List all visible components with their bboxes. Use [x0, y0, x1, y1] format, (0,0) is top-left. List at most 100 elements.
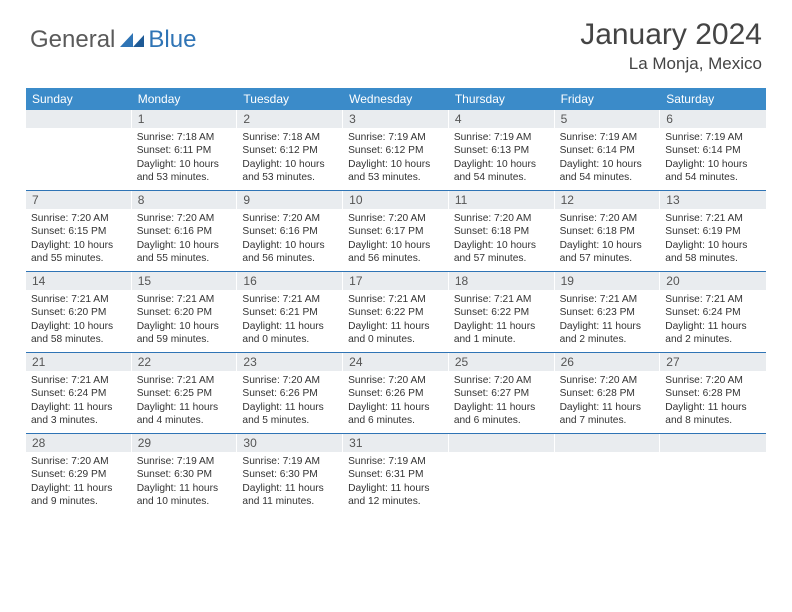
- sunset-text: Sunset: 6:30 PM: [137, 468, 233, 481]
- calendar-cell: 14Sunrise: 7:21 AMSunset: 6:20 PMDayligh…: [26, 272, 132, 352]
- day-info: Sunrise: 7:20 AMSunset: 6:26 PMDaylight:…: [343, 371, 449, 427]
- calendar-cell: 10Sunrise: 7:20 AMSunset: 6:17 PMDayligh…: [343, 191, 449, 271]
- daylight-text: Daylight: 11 hours and 12 minutes.: [348, 482, 444, 509]
- daylight-text: Daylight: 11 hours and 6 minutes.: [454, 401, 550, 428]
- calendar-cell: 2Sunrise: 7:18 AMSunset: 6:12 PMDaylight…: [237, 110, 343, 190]
- day-number: 16: [237, 272, 343, 290]
- daylight-text: Daylight: 10 hours and 57 minutes.: [560, 239, 656, 266]
- day-number: 11: [449, 191, 555, 209]
- day-info: Sunrise: 7:20 AMSunset: 6:16 PMDaylight:…: [132, 209, 238, 265]
- day-number: 22: [132, 353, 238, 371]
- daylight-text: Daylight: 10 hours and 54 minutes.: [665, 158, 761, 185]
- day-info: Sunrise: 7:19 AMSunset: 6:14 PMDaylight:…: [555, 128, 661, 184]
- daylight-text: Daylight: 11 hours and 5 minutes.: [242, 401, 338, 428]
- sunrise-text: Sunrise: 7:20 AM: [348, 212, 444, 225]
- day-number: 5: [555, 110, 661, 128]
- day-info: Sunrise: 7:20 AMSunset: 6:27 PMDaylight:…: [449, 371, 555, 427]
- day-info: Sunrise: 7:20 AMSunset: 6:28 PMDaylight:…: [660, 371, 766, 427]
- sunset-text: Sunset: 6:15 PM: [31, 225, 127, 238]
- calendar-row: 14Sunrise: 7:21 AMSunset: 6:20 PMDayligh…: [26, 272, 766, 353]
- daylight-text: Daylight: 11 hours and 2 minutes.: [665, 320, 761, 347]
- sunset-text: Sunset: 6:16 PM: [242, 225, 338, 238]
- day-info: Sunrise: 7:20 AMSunset: 6:26 PMDaylight:…: [237, 371, 343, 427]
- calendar-cell: [555, 434, 661, 514]
- daylight-text: Daylight: 10 hours and 57 minutes.: [454, 239, 550, 266]
- sunset-text: Sunset: 6:11 PM: [137, 144, 233, 157]
- day-info: Sunrise: 7:20 AMSunset: 6:18 PMDaylight:…: [449, 209, 555, 265]
- daylight-text: Daylight: 10 hours and 55 minutes.: [31, 239, 127, 266]
- day-number: 15: [132, 272, 238, 290]
- day-info: Sunrise: 7:21 AMSunset: 6:19 PMDaylight:…: [660, 209, 766, 265]
- sunrise-text: Sunrise: 7:21 AM: [137, 374, 233, 387]
- daylight-text: Daylight: 10 hours and 58 minutes.: [31, 320, 127, 347]
- daylight-text: Daylight: 11 hours and 6 minutes.: [348, 401, 444, 428]
- calendar-cell: 29Sunrise: 7:19 AMSunset: 6:30 PMDayligh…: [132, 434, 238, 514]
- sunrise-text: Sunrise: 7:19 AM: [242, 455, 338, 468]
- day-info: Sunrise: 7:21 AMSunset: 6:24 PMDaylight:…: [26, 371, 132, 427]
- header-thursday: Thursday: [449, 88, 555, 110]
- day-info: Sunrise: 7:20 AMSunset: 6:28 PMDaylight:…: [555, 371, 661, 427]
- sunset-text: Sunset: 6:14 PM: [665, 144, 761, 157]
- header-sunday: Sunday: [26, 88, 132, 110]
- day-number: 19: [555, 272, 661, 290]
- day-info: Sunrise: 7:20 AMSunset: 6:18 PMDaylight:…: [555, 209, 661, 265]
- sunrise-text: Sunrise: 7:19 AM: [348, 131, 444, 144]
- sunrise-text: Sunrise: 7:20 AM: [665, 374, 761, 387]
- sunrise-text: Sunrise: 7:20 AM: [560, 374, 656, 387]
- daylight-text: Daylight: 10 hours and 56 minutes.: [242, 239, 338, 266]
- sunrise-text: Sunrise: 7:21 AM: [454, 293, 550, 306]
- day-number: 4: [449, 110, 555, 128]
- calendar-cell: 16Sunrise: 7:21 AMSunset: 6:21 PMDayligh…: [237, 272, 343, 352]
- day-number: 2: [237, 110, 343, 128]
- day-number: 3: [343, 110, 449, 128]
- daylight-text: Daylight: 11 hours and 7 minutes.: [560, 401, 656, 428]
- sunset-text: Sunset: 6:24 PM: [665, 306, 761, 319]
- sunset-text: Sunset: 6:26 PM: [348, 387, 444, 400]
- logo-text-blue: Blue: [148, 26, 196, 54]
- sunset-text: Sunset: 6:12 PM: [348, 144, 444, 157]
- day-info: Sunrise: 7:21 AMSunset: 6:24 PMDaylight:…: [660, 290, 766, 346]
- day-number: [660, 434, 766, 452]
- sunset-text: Sunset: 6:17 PM: [348, 225, 444, 238]
- sunset-text: Sunset: 6:20 PM: [137, 306, 233, 319]
- sunrise-text: Sunrise: 7:19 AM: [560, 131, 656, 144]
- day-number: [26, 110, 132, 128]
- day-info: Sunrise: 7:19 AMSunset: 6:30 PMDaylight:…: [237, 452, 343, 508]
- calendar-cell: 3Sunrise: 7:19 AMSunset: 6:12 PMDaylight…: [343, 110, 449, 190]
- day-number: 1: [132, 110, 238, 128]
- day-number: 6: [660, 110, 766, 128]
- sunset-text: Sunset: 6:16 PM: [137, 225, 233, 238]
- sunset-text: Sunset: 6:21 PM: [242, 306, 338, 319]
- calendar-cell: 9Sunrise: 7:20 AMSunset: 6:16 PMDaylight…: [237, 191, 343, 271]
- day-number: 10: [343, 191, 449, 209]
- day-info: Sunrise: 7:19 AMSunset: 6:31 PMDaylight:…: [343, 452, 449, 508]
- sunset-text: Sunset: 6:29 PM: [31, 468, 127, 481]
- header-saturday: Saturday: [660, 88, 766, 110]
- calendar-cell: 4Sunrise: 7:19 AMSunset: 6:13 PMDaylight…: [449, 110, 555, 190]
- sunrise-text: Sunrise: 7:21 AM: [31, 374, 127, 387]
- logo-text-general: General: [30, 26, 115, 54]
- calendar-cell: 5Sunrise: 7:19 AMSunset: 6:14 PMDaylight…: [555, 110, 661, 190]
- sunrise-text: Sunrise: 7:20 AM: [31, 455, 127, 468]
- calendar-cell: 31Sunrise: 7:19 AMSunset: 6:31 PMDayligh…: [343, 434, 449, 514]
- daylight-text: Daylight: 11 hours and 2 minutes.: [560, 320, 656, 347]
- day-info: Sunrise: 7:21 AMSunset: 6:20 PMDaylight:…: [26, 290, 132, 346]
- calendar-cell: 8Sunrise: 7:20 AMSunset: 6:16 PMDaylight…: [132, 191, 238, 271]
- day-number: 24: [343, 353, 449, 371]
- day-number: 8: [132, 191, 238, 209]
- calendar-row: 7Sunrise: 7:20 AMSunset: 6:15 PMDaylight…: [26, 191, 766, 272]
- calendar-cell: 24Sunrise: 7:20 AMSunset: 6:26 PMDayligh…: [343, 353, 449, 433]
- sunset-text: Sunset: 6:28 PM: [665, 387, 761, 400]
- calendar-header-row: Sunday Monday Tuesday Wednesday Thursday…: [26, 88, 766, 110]
- sunset-text: Sunset: 6:25 PM: [137, 387, 233, 400]
- calendar-cell: 12Sunrise: 7:20 AMSunset: 6:18 PMDayligh…: [555, 191, 661, 271]
- sunrise-text: Sunrise: 7:21 AM: [137, 293, 233, 306]
- day-info: Sunrise: 7:20 AMSunset: 6:17 PMDaylight:…: [343, 209, 449, 265]
- calendar-cell: [26, 110, 132, 190]
- calendar-row: 1Sunrise: 7:18 AMSunset: 6:11 PMDaylight…: [26, 110, 766, 191]
- daylight-text: Daylight: 11 hours and 0 minutes.: [242, 320, 338, 347]
- sunrise-text: Sunrise: 7:19 AM: [665, 131, 761, 144]
- calendar-cell: [660, 434, 766, 514]
- day-number: [449, 434, 555, 452]
- day-info: Sunrise: 7:21 AMSunset: 6:23 PMDaylight:…: [555, 290, 661, 346]
